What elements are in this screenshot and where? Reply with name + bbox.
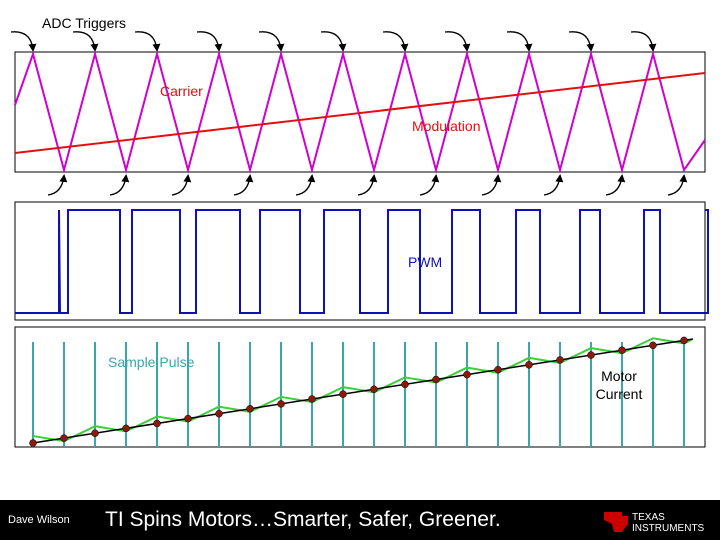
adc-trigger-arrow-icon [481,174,502,196]
sample-point-marker [122,424,130,433]
pwm-label: PWM [408,254,442,270]
sampled-current-line [32,338,694,444]
sample-point-marker [339,390,347,398]
adc-trigger-arrow-icon [382,31,409,52]
adc-trigger-arrow-icon [320,31,347,52]
modulation-line [14,72,706,154]
sample-point-marker [463,370,471,379]
sample-point-marker [432,375,440,384]
sample-point-marker [494,365,502,374]
svg-text:INSTRUMENTS: INSTRUMENTS [632,523,705,534]
modulation-label: Modulation [412,118,481,134]
carrier-panel-frame [14,51,706,173]
adc-triggers-label: ADC Triggers [42,15,126,31]
sample-point-marker [91,429,99,437]
adc-trigger-arrow-icon [444,31,471,52]
adc-trigger-arrow-icon [258,31,285,52]
adc-trigger-arrow-icon [357,174,378,196]
adc-trigger-arrow-icon [134,31,161,52]
carrier-label: Carrier [160,83,203,99]
adc-trigger-arrow-icon [196,31,223,52]
sample-point-marker [29,439,37,447]
texas-instruments-logo-icon: TEXAS INSTRUMENTS [604,512,705,534]
sample-point-marker [649,341,657,350]
adc-trigger-arrow-icon [10,31,37,52]
pwm-panel-frame [14,201,706,321]
adc-trigger-arrow-icon [630,31,657,52]
sample-point-marker [525,361,533,369]
adc-trigger-arrow-icon [667,174,688,196]
pwm-sampling-diagram: ADC Triggers Carrier Modulation PWM Samp… [10,15,709,448]
sample-point-marker [618,346,626,354]
motor-current-label-line2: Current [596,386,643,402]
sample-point-marker [401,380,409,389]
adc-trigger-arrow-icon [605,174,626,196]
sample-point-marker [215,409,223,418]
adc-trigger-arrow-icon [543,174,564,196]
sample-point-marker [587,351,595,359]
adc-trigger-arrow-icon [233,174,254,196]
footer-tagline: TI Spins Motors…Smarter, Safer, Greener. [105,508,501,531]
pwm-square-wave [15,209,709,314]
sample-point-marker [308,395,316,403]
sample-point-marker [556,356,564,364]
sample-pulse-label: Sample Pulse [108,354,195,370]
sample-point-marker [153,419,161,428]
sample-point-marker [184,414,192,423]
adc-trigger-arrow-icon [72,31,99,52]
motor-current-label-line1: Motor [601,368,637,384]
sample-point-marker [680,336,688,345]
adc-trigger-arrow-icon [295,174,316,196]
footer-bar: Dave Wilson TI Spins Motors…Smarter, Saf… [0,500,720,540]
sample-point-marker [60,434,68,442]
sample-point-marker [246,405,254,413]
svg-text:TEXAS: TEXAS [632,512,665,523]
presenter-name: Dave Wilson [8,514,70,526]
adc-trigger-arrow-icon [419,174,440,196]
adc-trigger-arrow-icon [506,31,533,52]
sample-point-marker [370,385,378,394]
adc-trigger-arrow-icon [171,174,192,196]
sample-point-marker [277,400,285,408]
carrier-triangle-wave [14,50,706,174]
adc-trigger-arrow-icon [109,174,130,196]
adc-trigger-arrow-icon [568,31,595,52]
adc-trigger-arrow-icon [47,174,68,196]
current-panel-frame [14,326,706,448]
